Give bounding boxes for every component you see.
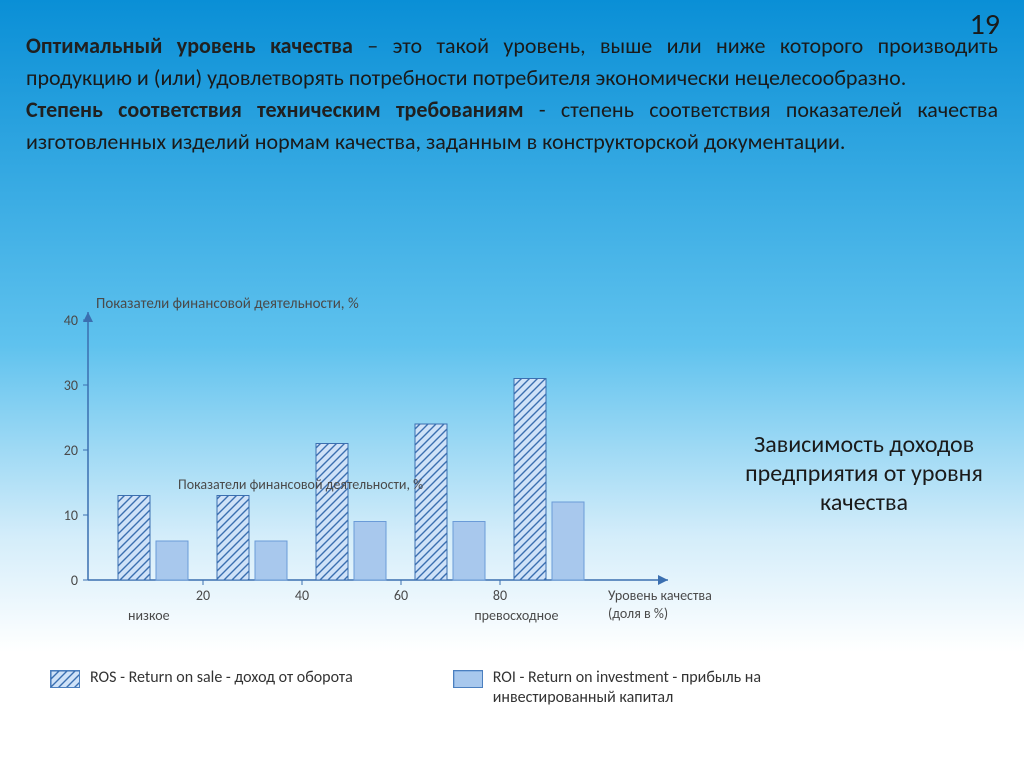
svg-text:10: 10 (64, 507, 78, 524)
svg-text:80: 80 (493, 587, 507, 604)
swatch-hatched-icon (50, 670, 80, 688)
svg-text:Показатели финансовой деятельн: Показатели финансовой деятельности, % (96, 295, 359, 313)
bold-term-2: Степень соответствия техническим требова… (26, 96, 524, 123)
bold-term-1: Оптимальный уровень качества (26, 32, 353, 59)
svg-text:40: 40 (64, 312, 78, 329)
svg-text:60: 60 (394, 587, 408, 604)
legend-text-ros: ROS - Return on sale - доход от оборота (90, 668, 353, 688)
svg-text:20: 20 (196, 587, 210, 604)
svg-text:20: 20 (64, 442, 78, 459)
legend-text-roi: ROI - Return on investment - прибыль на … (493, 668, 793, 708)
svg-text:40: 40 (295, 587, 309, 604)
chart-container: Показатели финансовой деятельности, % 0 10… (18, 290, 718, 710)
legend-item-ros: ROS - Return on sale - доход от оборота (50, 668, 353, 708)
svg-text:Уровень качества: Уровень качества (608, 587, 712, 604)
svg-text:(доля в %): (доля в %) (608, 605, 668, 622)
chart-caption: Зависимость доходов предприятия от уровн… (734, 430, 994, 517)
svg-text:низкое: низкое (128, 607, 170, 624)
definition-paragraph: Оптимальный уровень качества – это такой… (0, 0, 1024, 158)
svg-text:0: 0 (71, 572, 78, 589)
svg-text:превосходное: превосходное (474, 607, 558, 624)
svg-text:30: 30 (64, 377, 78, 394)
bar-chart: Показатели финансовой деятельности, % 0 10… (18, 290, 718, 670)
legend: ROS - Return on sale - доход от оборота … (50, 668, 793, 708)
svg-text:Показатели финансовой деятельн: Показатели финансовой деятельности, % (178, 476, 423, 493)
legend-item-roi: ROI - Return on investment - прибыль на … (453, 668, 793, 708)
swatch-solid-icon (453, 670, 483, 688)
page-number: 19 (970, 6, 1000, 43)
